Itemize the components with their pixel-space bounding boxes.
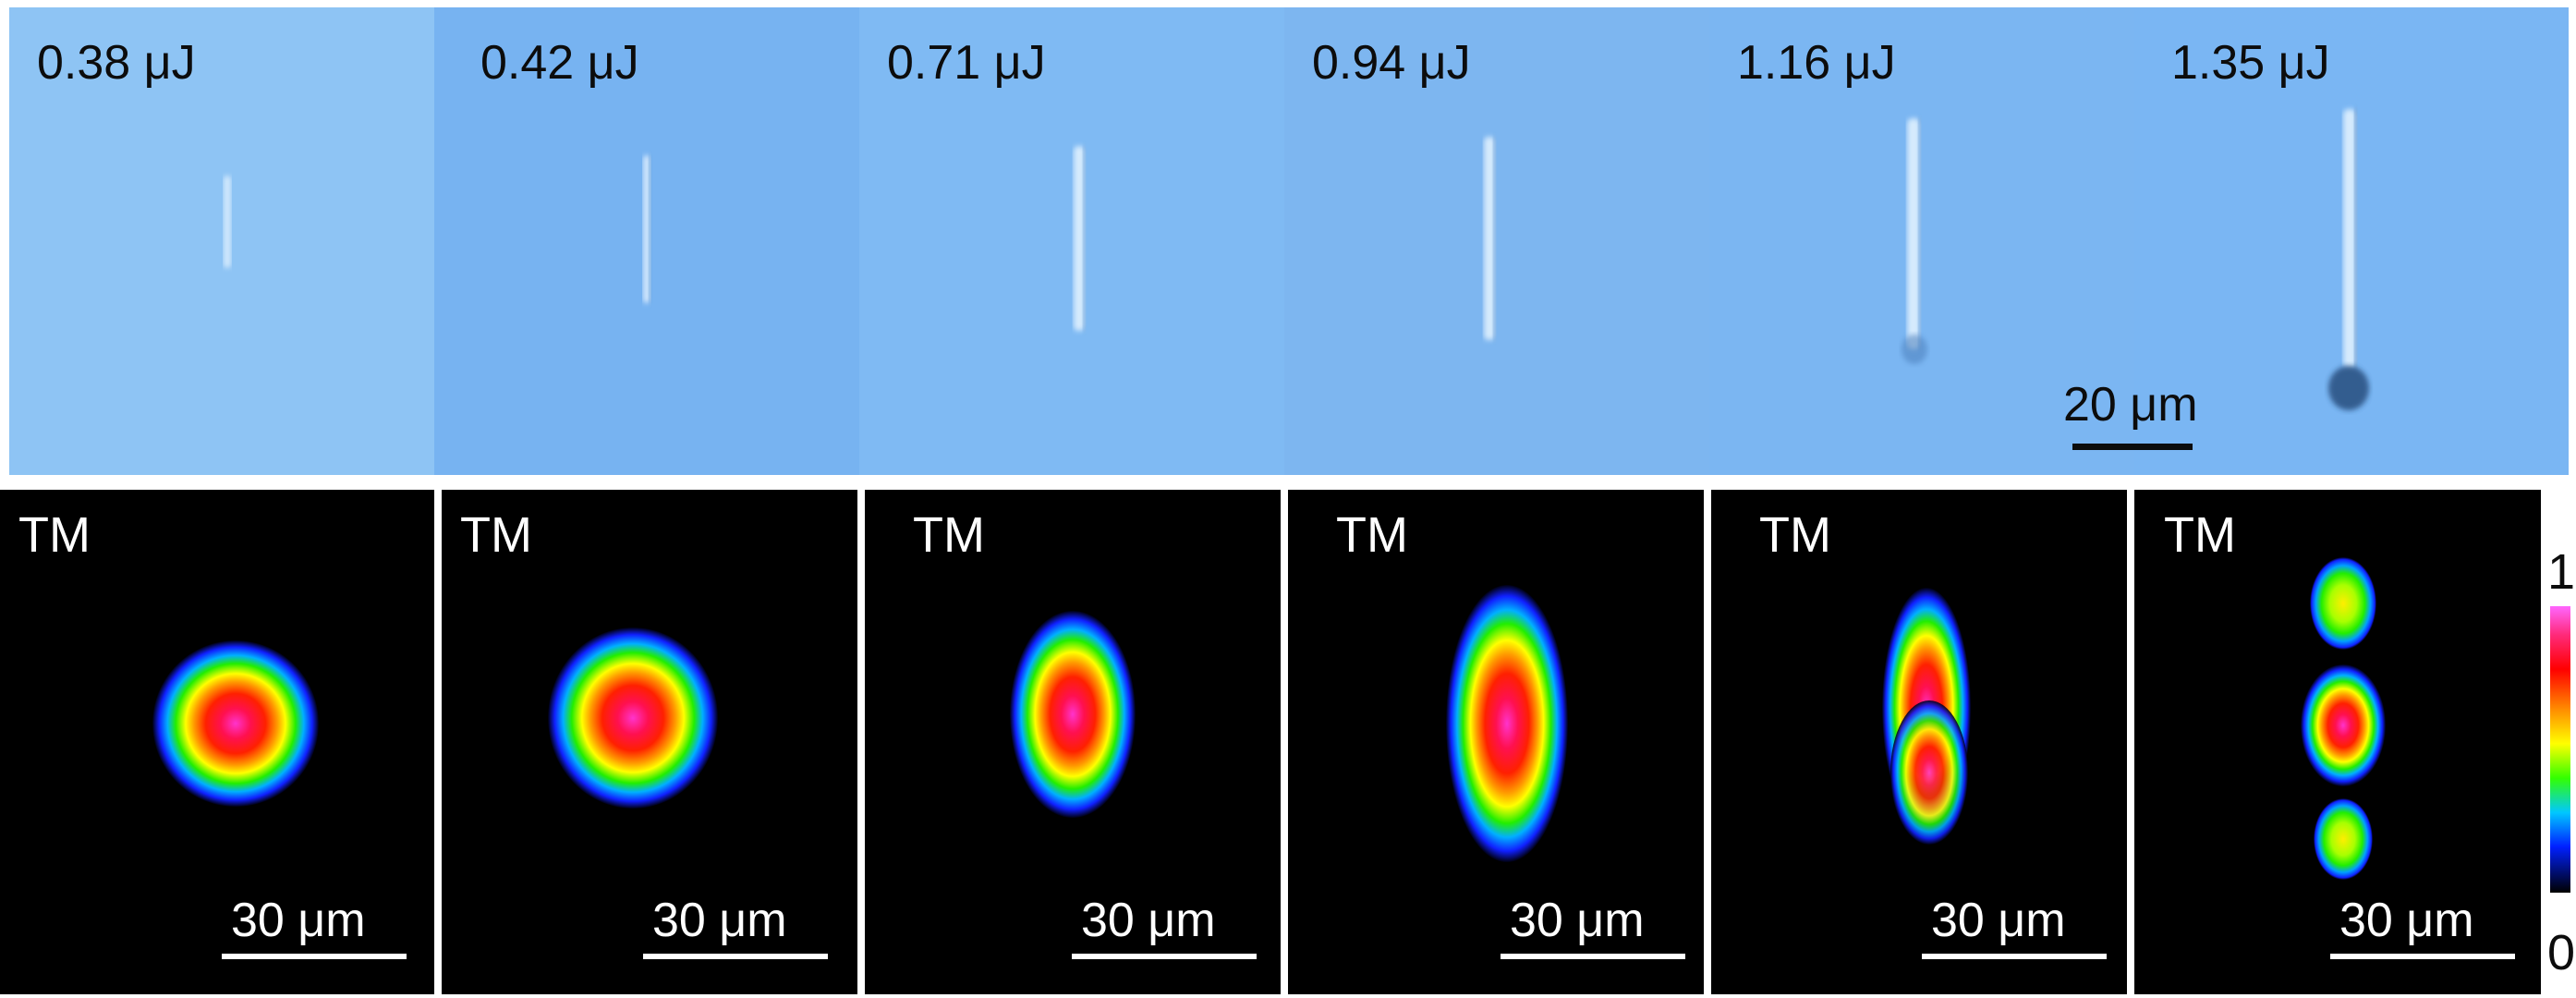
mode-intensity-spot — [548, 627, 718, 809]
micrograph-panel-1: 0.38 μJ — [9, 7, 434, 475]
mode-intensity-spot — [1882, 588, 1971, 845]
pulse-energy-label: 0.71 μJ — [887, 36, 1046, 90]
mode-intensity-spot — [2301, 557, 2386, 880]
mode-intensity-spot — [152, 640, 319, 807]
polarization-label: TM — [2164, 507, 2236, 563]
micrograph-panel-5: 1.16 μJ — [1709, 7, 2134, 475]
micrograph-panel-2: 0.42 μJ — [434, 7, 859, 475]
colorbar-min-label: 0 — [2547, 925, 2576, 980]
written-track — [224, 176, 231, 268]
scale-bar-label: 30 μm — [652, 894, 787, 947]
scale-bar-label: 30 μm — [2339, 894, 2474, 947]
mode-profile-panel-3: TM 30 μm — [865, 490, 1281, 994]
mode-profile-panel-6: TM 30 μm — [2134, 490, 2541, 994]
scale-bar-line — [1501, 954, 1685, 959]
mode-profile-panel-2: TM 30 μm — [442, 490, 857, 994]
polarization-label: TM — [1759, 507, 1831, 563]
micrograph-panel-4: 0.94 μJ — [1284, 7, 1709, 475]
scale-bar-20um: 20 μm — [2047, 377, 2198, 451]
pulse-energy-label: 1.35 μJ — [2171, 36, 2330, 90]
mode-profile-panel-1: TM 30 μm — [0, 490, 434, 994]
written-track — [1484, 137, 1496, 340]
intensity-colorbar — [2550, 606, 2570, 893]
scale-bar-label: 30 μm — [231, 894, 366, 947]
polarization-label: TM — [913, 507, 985, 563]
mode-profile-panel-4: TM 30 μm — [1288, 490, 1704, 994]
mode-intensity-spot — [1446, 585, 1568, 862]
colorbar-max-label: 1 — [2547, 544, 2576, 600]
micrograph-panel-6: 1.35 μJ — [2134, 7, 2569, 475]
polarization-label: TM — [460, 507, 532, 563]
scale-bar-line — [222, 954, 407, 959]
micrograph-panel-3: 0.71 μJ — [859, 7, 1284, 475]
scale-bar-label: 30 μm — [1931, 894, 2066, 947]
polarization-label: TM — [1336, 507, 1408, 563]
scale-bar-line — [2330, 954, 2515, 959]
scale-bar-label: 30 μm — [1510, 894, 1645, 947]
scale-bar-label: 20 μm — [2063, 378, 2198, 432]
written-track — [2328, 109, 2369, 410]
mode-intensity-spot — [1010, 611, 1136, 818]
pulse-energy-label: 1.16 μJ — [1737, 36, 1896, 90]
scale-bar-line — [1072, 954, 1257, 959]
polarization-label: TM — [18, 507, 91, 563]
pulse-energy-label: 0.38 μJ — [37, 36, 196, 90]
scale-bar-line — [643, 954, 828, 959]
scale-bar-label: 30 μm — [1081, 894, 1216, 947]
mode-profile-panel-5: TM 30 μm — [1711, 490, 2127, 994]
micrograph-strip: 0.38 μJ 0.42 μJ 0.71 μJ 0.94 μJ — [9, 7, 2569, 475]
pulse-energy-label: 0.42 μJ — [480, 36, 639, 90]
written-track — [1074, 146, 1086, 331]
scale-bar-line — [2072, 444, 2193, 450]
written-track — [643, 155, 651, 303]
pulse-energy-label: 0.94 μJ — [1312, 36, 1471, 90]
scale-bar-line — [1922, 954, 2107, 959]
written-track — [1902, 118, 1927, 364]
